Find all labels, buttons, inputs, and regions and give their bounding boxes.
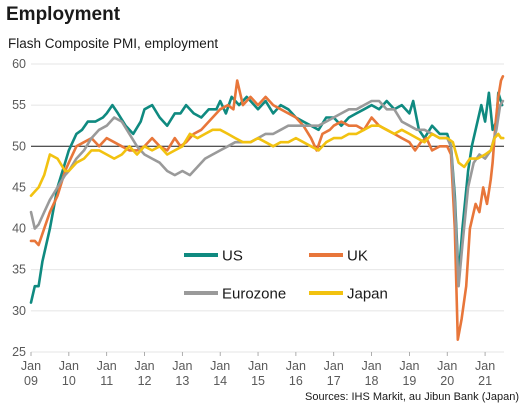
x-tick-label-month: Jan <box>21 359 41 373</box>
y-tick-label: 35 <box>12 263 26 277</box>
x-tick-label-month: Jan <box>399 359 419 373</box>
legend-label-us: US <box>222 248 243 265</box>
y-tick-label: 25 <box>12 345 26 359</box>
y-tick-label: 45 <box>12 180 26 194</box>
x-tick-label-year: 12 <box>138 374 152 388</box>
x-tick-label-year: 21 <box>478 374 492 388</box>
x-tick-label-month: Jan <box>59 359 79 373</box>
series-line-japan <box>29 124 505 197</box>
y-tick-label: 40 <box>12 222 26 236</box>
x-tick-label-month: Jan <box>475 359 495 373</box>
legend-label-uk: UK <box>347 248 368 265</box>
x-tick-label-month: Jan <box>324 359 344 373</box>
legend-label-eurozone: Eurozone <box>222 286 286 303</box>
x-tick-label-year: 09 <box>24 374 38 388</box>
series-lines <box>29 75 505 341</box>
x-tick-label-year: 16 <box>289 374 303 388</box>
y-tick-label: 55 <box>12 98 26 112</box>
y-tick-label: 50 <box>12 139 26 153</box>
chart-title: Employment <box>6 4 121 25</box>
x-tick-label-month: Jan <box>97 359 117 373</box>
x-tick-label-month: Jan <box>437 359 457 373</box>
x-tick-label-month: Jan <box>361 359 381 373</box>
x-tick-label-year: 20 <box>440 374 454 388</box>
x-tick-label-year: 14 <box>213 374 227 388</box>
legend: US UK Eurozone Japan <box>184 248 388 303</box>
legend-label-japan: Japan <box>347 286 388 303</box>
x-tick-label-year: 17 <box>327 374 341 388</box>
series-line-us <box>29 91 504 304</box>
series-line-uk <box>29 75 505 341</box>
chart-subtitle: Flash Composite PMI, employment <box>8 36 219 51</box>
x-tick-label-year: 10 <box>62 374 76 388</box>
series-line-eurozone <box>29 99 505 288</box>
x-tick-label-year: 13 <box>175 374 189 388</box>
y-tick-label: 30 <box>12 304 26 318</box>
x-tick-label-month: Jan <box>248 359 268 373</box>
x-axis-ticks: Jan09Jan10Jan11Jan12Jan13Jan14Jan15Jan16… <box>21 352 495 388</box>
y-axis-ticks: 25 30 35 40 45 50 55 60 <box>12 57 26 359</box>
chart-source: Sources: IHS Markit, au Jibun Bank (Japa… <box>305 391 519 403</box>
x-tick-label-month: Jan <box>286 359 306 373</box>
x-tick-label-year: 18 <box>365 374 379 388</box>
x-tick-label-year: 19 <box>402 374 416 388</box>
x-tick-label-month: Jan <box>210 359 230 373</box>
x-tick-label-month: Jan <box>172 359 192 373</box>
x-tick-label-month: Jan <box>134 359 154 373</box>
gridlines <box>31 63 504 353</box>
y-tick-label: 60 <box>12 57 26 71</box>
x-tick-label-year: 15 <box>251 374 265 388</box>
x-tick-label-year: 11 <box>100 374 113 388</box>
